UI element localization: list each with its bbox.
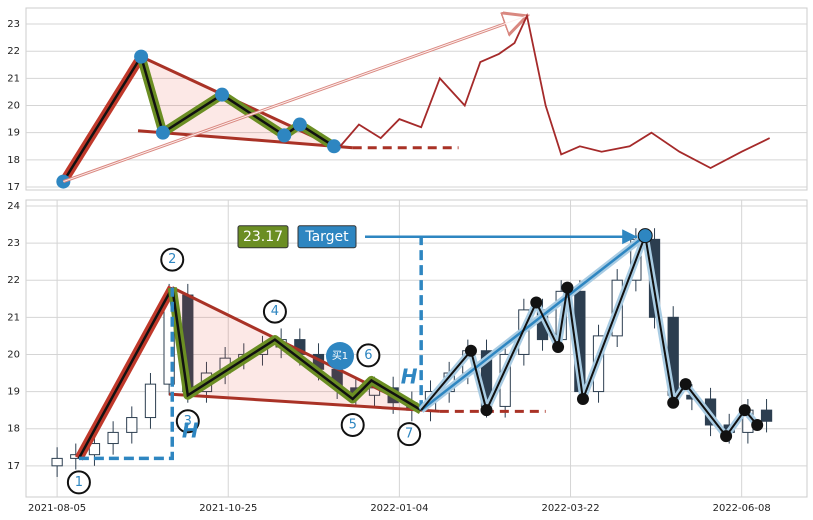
x-tick-label: 2022-06-08 (713, 503, 771, 514)
y-tick-label: 19 (7, 387, 20, 398)
height-label: H (182, 419, 199, 443)
candle-body (88, 443, 101, 456)
y-tick-label: 18 (7, 155, 20, 166)
pattern-point (155, 125, 170, 140)
swing-point (667, 396, 680, 409)
swing-point (720, 430, 733, 443)
x-tick-label: 2021-10-25 (199, 503, 257, 514)
point-badge (262, 299, 287, 324)
y-tick-label: 21 (7, 312, 20, 323)
lower-boundary (137, 129, 353, 150)
pattern-point (277, 128, 292, 143)
breakout-line (420, 234, 646, 412)
y-tick-label: 17 (7, 461, 20, 472)
point-label: 1 (75, 475, 83, 490)
point-badge (340, 412, 365, 437)
x-tick-label: 2022-01-04 (370, 503, 428, 514)
y-tick-label: 17 (7, 182, 20, 193)
point-badge (356, 343, 381, 368)
target-point (637, 228, 653, 244)
point-badge (160, 247, 185, 272)
point-label: 3 (184, 414, 192, 429)
candle-body (144, 383, 157, 419)
target-value-box (237, 225, 289, 249)
candle-body (107, 431, 119, 445)
y-tick-label: 23 (7, 238, 20, 249)
lower-boundary (169, 392, 440, 413)
point-label: 7 (405, 427, 413, 442)
candle-body (51, 457, 63, 467)
swing-point (530, 296, 543, 309)
swing-point (552, 341, 565, 354)
top-panel (25, 7, 808, 191)
point-label: 4 (271, 304, 279, 319)
pattern-point (215, 87, 230, 102)
point-label: 2 (168, 252, 176, 267)
pattern-zigzag (171, 287, 422, 412)
y-tick-label: 23 (7, 19, 20, 30)
buy-badge (326, 342, 354, 370)
swing-point (738, 404, 751, 417)
price-line (339, 13, 771, 170)
pattern-point (292, 117, 307, 132)
y-tick-label: 21 (7, 73, 20, 84)
y-tick-label: 22 (7, 46, 20, 57)
swing-point (576, 392, 589, 405)
swing-point (480, 404, 493, 417)
y-tick-label: 19 (7, 128, 20, 139)
x-tick-label: 2021-08-05 (28, 503, 86, 514)
pattern-point (134, 49, 149, 64)
rise-leg (77, 287, 174, 459)
height-guide (78, 287, 174, 461)
pattern-point (327, 139, 342, 154)
candle-body (760, 409, 773, 422)
point-badge (175, 409, 200, 434)
height-label: H (401, 365, 418, 389)
y-tick-label: 24 (7, 201, 20, 212)
point-label: 6 (364, 348, 372, 363)
buy-label: 买1 (332, 350, 348, 362)
point-badge (66, 470, 91, 495)
target-value-label: 23.17 (243, 229, 283, 245)
point-badge (397, 422, 422, 447)
target-box (297, 225, 357, 249)
y-tick-label: 20 (7, 101, 20, 112)
rise-leg (62, 55, 143, 183)
y-tick-label: 20 (7, 349, 20, 360)
swing-point (751, 418, 764, 431)
projection-arrow-inner (63, 15, 528, 183)
point-label: 5 (349, 417, 357, 432)
swing-point (464, 344, 477, 357)
y-tick-label: 22 (7, 275, 20, 286)
swing-point (679, 378, 692, 391)
swing-point (561, 281, 574, 294)
x-tick-label: 2022-03-22 (541, 503, 599, 514)
y-tick-label: 18 (7, 424, 20, 435)
candle-body (126, 417, 138, 433)
target-label: Target (304, 229, 349, 245)
